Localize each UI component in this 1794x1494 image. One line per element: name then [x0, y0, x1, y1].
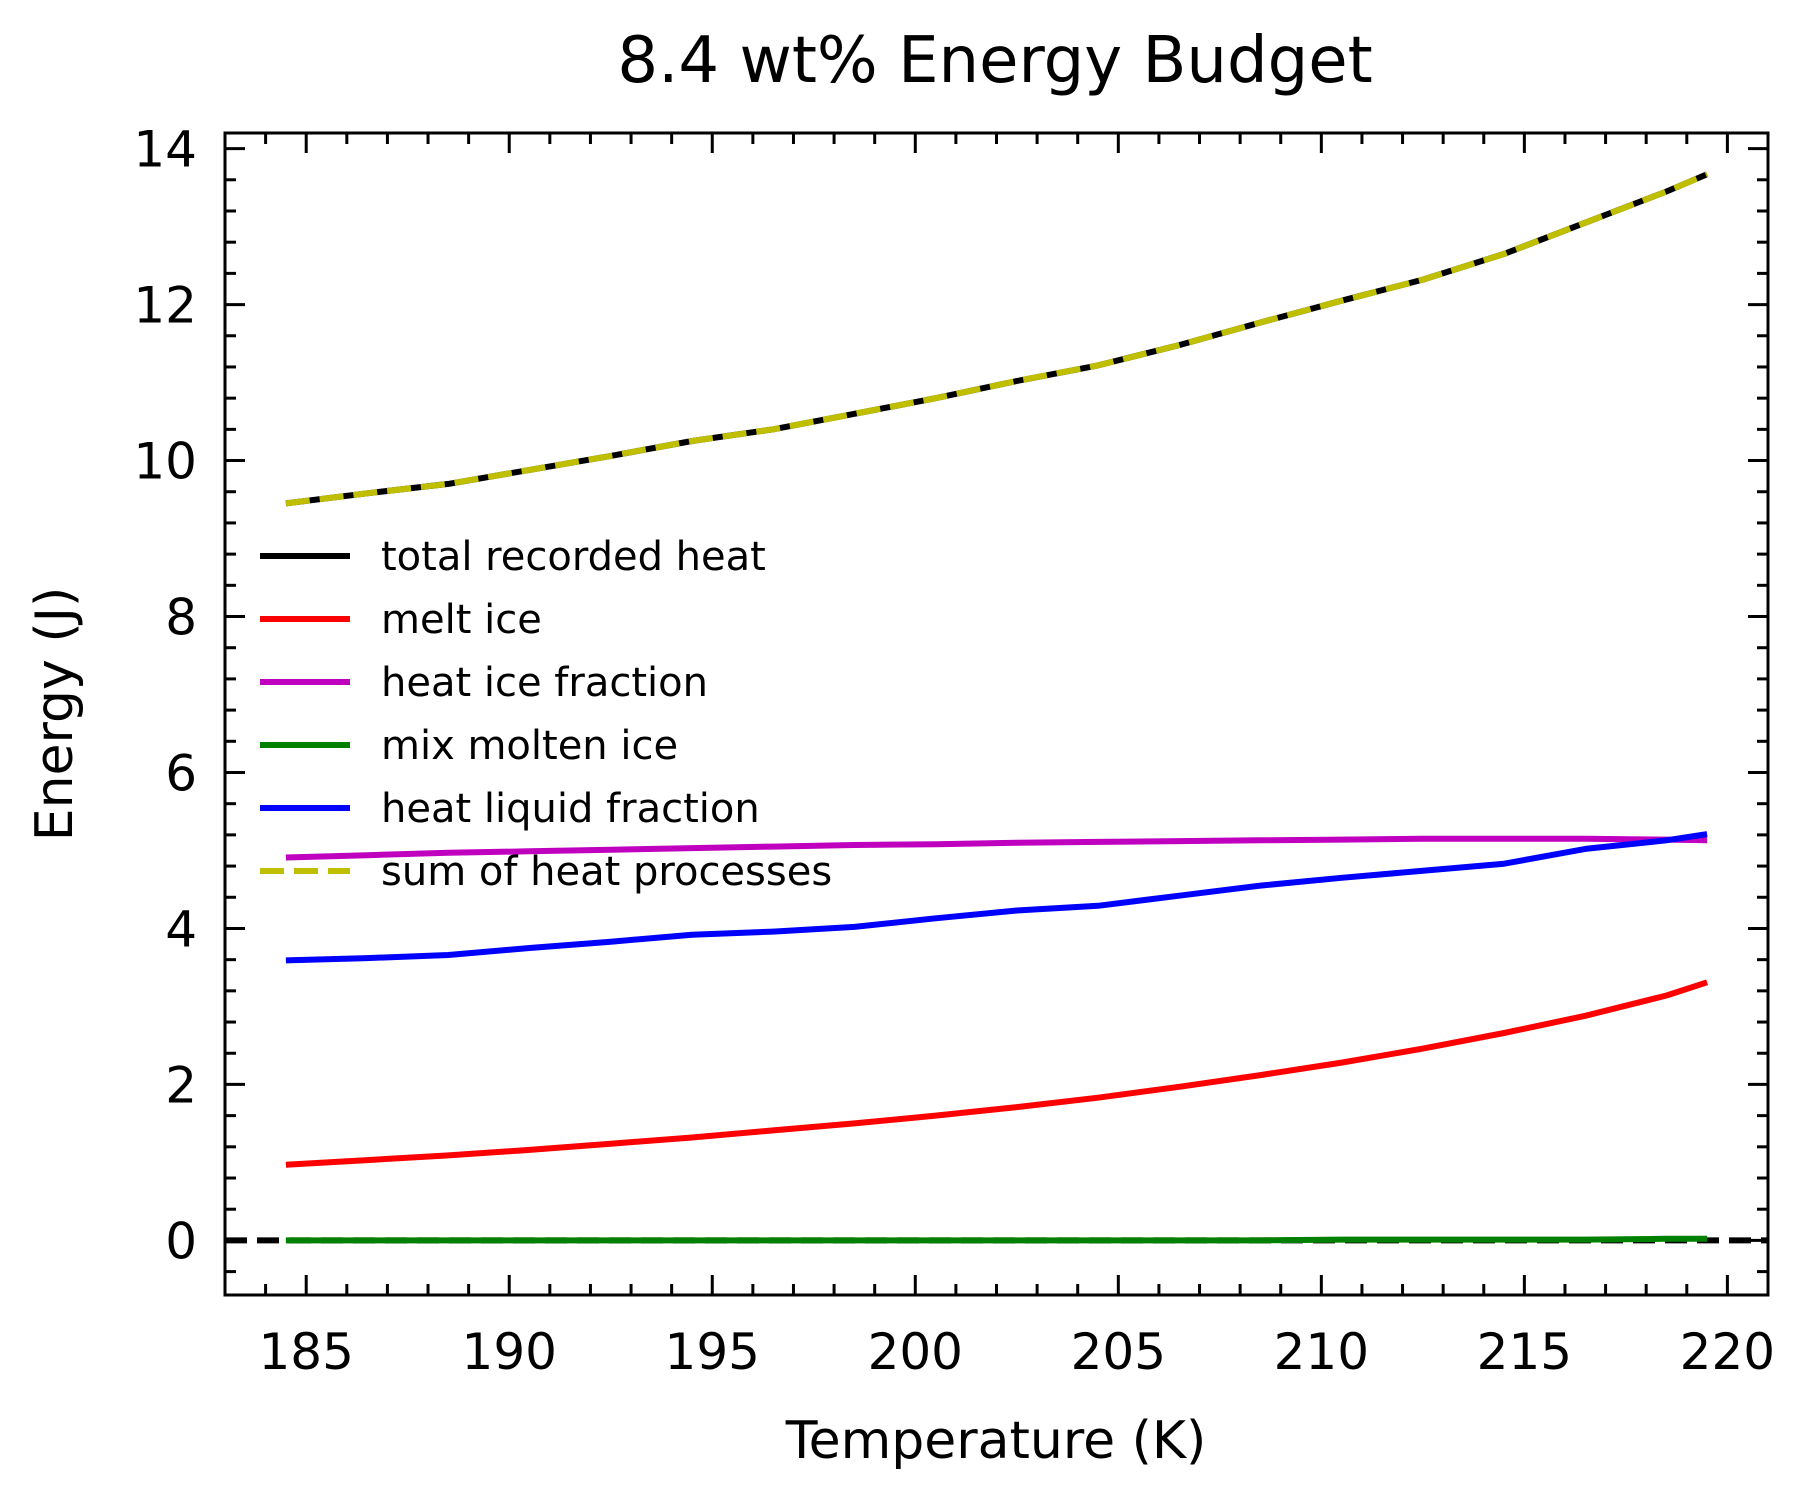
series-line-sum-of-heat-processes	[285, 171, 1709, 507]
x-tick-label: 195	[665, 1323, 760, 1381]
legend-label-heat-liquid-fraction: heat liquid fraction	[381, 786, 760, 832]
legend-label-melt-ice: melt ice	[381, 597, 542, 643]
series-line-heat-liquid-fraction	[285, 831, 1708, 964]
y-tick-label: 6	[165, 744, 197, 802]
y-tick-label: 12	[133, 277, 197, 335]
x-tick-label: 215	[1477, 1323, 1572, 1381]
plot-area	[225, 171, 1768, 1244]
series-line-mix-molten-ice	[285, 1235, 1708, 1244]
legend: total recorded heat melt ice heat ice frac…	[260, 534, 832, 895]
y-tick-label: 4	[165, 900, 197, 958]
legend-label-mix-molten-ice: mix molten ice	[381, 723, 678, 769]
y-axis-label: Energy (J)	[25, 587, 85, 842]
y-tick-label: 14	[133, 121, 197, 179]
x-tick-label: 185	[258, 1323, 353, 1381]
chart-title: 8.4 wt% Energy Budget	[617, 24, 1372, 98]
y-tick-label: 2	[165, 1056, 197, 1114]
x-tick-label: 220	[1680, 1323, 1775, 1381]
x-tick-label: 200	[868, 1323, 963, 1381]
x-tick-label: 205	[1071, 1323, 1166, 1381]
series-line-heat-ice-fraction	[285, 835, 1708, 861]
y-tick-label: 8	[165, 589, 197, 647]
plot-frame	[223, 131, 1770, 1297]
y-tick-label: 10	[133, 433, 197, 491]
legend-label-total-recorded-heat: total recorded heat	[381, 534, 766, 580]
legend-label-heat-ice-fraction: heat ice fraction	[381, 660, 708, 706]
x-tick-label: 210	[1274, 1323, 1369, 1381]
series-line-melt-ice	[285, 979, 1709, 1168]
x-tick-label: 190	[462, 1323, 557, 1381]
x-axis-label: Temperature (K)	[785, 1411, 1207, 1471]
series-line-total-recorded-heat	[285, 171, 1709, 507]
legend-label-sum-of-heat-processes: sum of heat processes	[381, 849, 832, 895]
y-tick-label: 0	[165, 1212, 197, 1270]
axis-ticks: 185 190 195 200 205 210 215 220 0 2 4 6 8 10 12 14	[133, 121, 1775, 1381]
